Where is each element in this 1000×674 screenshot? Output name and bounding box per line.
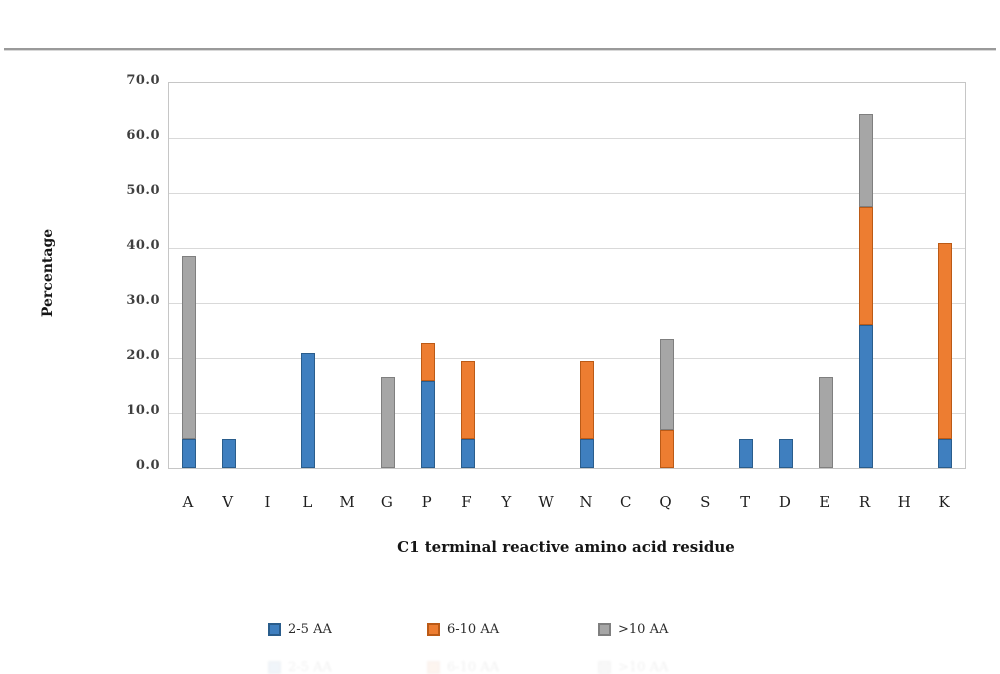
bar-F [460, 360, 475, 468]
legend-swatch-icon [598, 623, 611, 636]
bar-segment->10-AA [380, 377, 395, 468]
bar-N [579, 360, 594, 468]
bar-segment-2-5-AA [221, 438, 236, 468]
bar-A [181, 256, 196, 468]
x-category-label-V: V [222, 493, 234, 511]
x-category-label-W: W [538, 493, 554, 511]
x-category-label-R: R [858, 493, 871, 511]
bar-D [778, 438, 793, 468]
gridline [169, 413, 965, 414]
x-category-label-M: M [339, 493, 355, 511]
x-category-label-C: C [619, 493, 632, 511]
y-tick-label: 50.0 [126, 183, 160, 198]
legend-label: >10 AA [618, 660, 669, 674]
horizontal-divider [4, 48, 996, 51]
bar-V [221, 438, 236, 468]
bar-K [938, 242, 953, 468]
y-tick-label: 10.0 [126, 403, 160, 418]
bar-P [420, 342, 435, 468]
gridline [169, 358, 965, 359]
legend-label: 2-5 AA [288, 622, 332, 637]
bar-segment-6-10-AA [579, 360, 594, 439]
bar-segment->10-AA [659, 338, 674, 430]
bar-segment-2-5-AA [858, 325, 873, 468]
x-category-label-H: H [897, 493, 911, 511]
y-tick-label: 60.0 [126, 128, 160, 143]
plot-area [168, 82, 966, 469]
legend-swatch-icon [427, 623, 440, 636]
bar-segment-2-5-AA [579, 438, 594, 468]
x-category-label-E: E [819, 493, 831, 511]
bar-segment-6-10-AA [420, 342, 435, 382]
x-category-label-L: L [302, 493, 313, 511]
y-axis-title: Percentage [40, 228, 56, 318]
bar-segment-2-5-AA [420, 381, 435, 468]
y-tick-label: 20.0 [126, 348, 160, 363]
bar-T [739, 438, 754, 468]
bar-segment->10-AA [818, 377, 833, 468]
gridline [169, 303, 965, 304]
bar-segment-2-5-AA [460, 438, 475, 468]
legend-label: 6-10 AA [447, 660, 500, 674]
y-tick-label: 0.0 [135, 458, 160, 473]
bar-segment-2-5-AA [778, 438, 793, 468]
x-category-label-Y: Y [501, 493, 512, 511]
bar-segment-6-10-AA [858, 206, 873, 325]
y-tick-label: 40.0 [126, 238, 160, 253]
legend-swatch-icon [598, 661, 611, 674]
bar-segment-2-5-AA [301, 352, 316, 468]
x-category-label-P: P [421, 493, 432, 511]
ghost-legend-item-6-10-AA: 6-10 AA [427, 660, 499, 674]
x-category-label-A: A [182, 493, 194, 511]
x-axis-title: C1 terminal reactive amino acid residue [397, 538, 735, 556]
bar-L [301, 352, 316, 468]
bar-segment->10-AA [858, 114, 873, 207]
bar-segment-6-10-AA [938, 242, 953, 439]
legend-label: 2-5 AA [288, 660, 332, 674]
bar-segment-2-5-AA [739, 438, 754, 468]
x-category-label-G: G [380, 493, 393, 511]
ghost-legend-item-2-5-AA: 2-5 AA [268, 660, 332, 674]
bar-segment-6-10-AA [460, 360, 475, 439]
bar-segment-6-10-AA [659, 429, 674, 468]
x-category-label-Q: Q [659, 493, 672, 511]
legend-item-6-10-AA: 6-10 AA [427, 622, 499, 637]
gridline [169, 248, 965, 249]
gridline [169, 138, 965, 139]
legend-item->10-AA: >10 AA [598, 622, 668, 637]
x-category-label-T: T [740, 493, 751, 511]
gridline [169, 193, 965, 194]
bar-E [818, 377, 833, 468]
bar-segment->10-AA [181, 256, 196, 439]
legend-swatch-icon [427, 661, 440, 674]
bar-segment-2-5-AA [181, 438, 196, 468]
bar-Q [659, 338, 674, 468]
legend-label: >10 AA [618, 622, 669, 637]
legend-swatch-icon [268, 623, 281, 636]
legend-label: 6-10 AA [447, 622, 500, 637]
legend-item-2-5-AA: 2-5 AA [268, 622, 332, 637]
x-category-label-S: S [700, 493, 711, 511]
ghost-legend-item->10-AA: >10 AA [598, 660, 668, 674]
y-tick-label: 70.0 [126, 73, 160, 88]
bar-G [380, 377, 395, 468]
legend-swatch-icon [268, 661, 281, 674]
x-category-label-K: K [938, 493, 950, 511]
x-category-label-N: N [579, 493, 593, 511]
x-category-label-D: D [778, 493, 791, 511]
bar-R [858, 114, 873, 468]
x-category-label-I: I [264, 493, 271, 511]
bar-segment-2-5-AA [938, 438, 953, 468]
y-tick-label: 30.0 [126, 293, 160, 308]
x-category-label-F: F [461, 493, 472, 511]
